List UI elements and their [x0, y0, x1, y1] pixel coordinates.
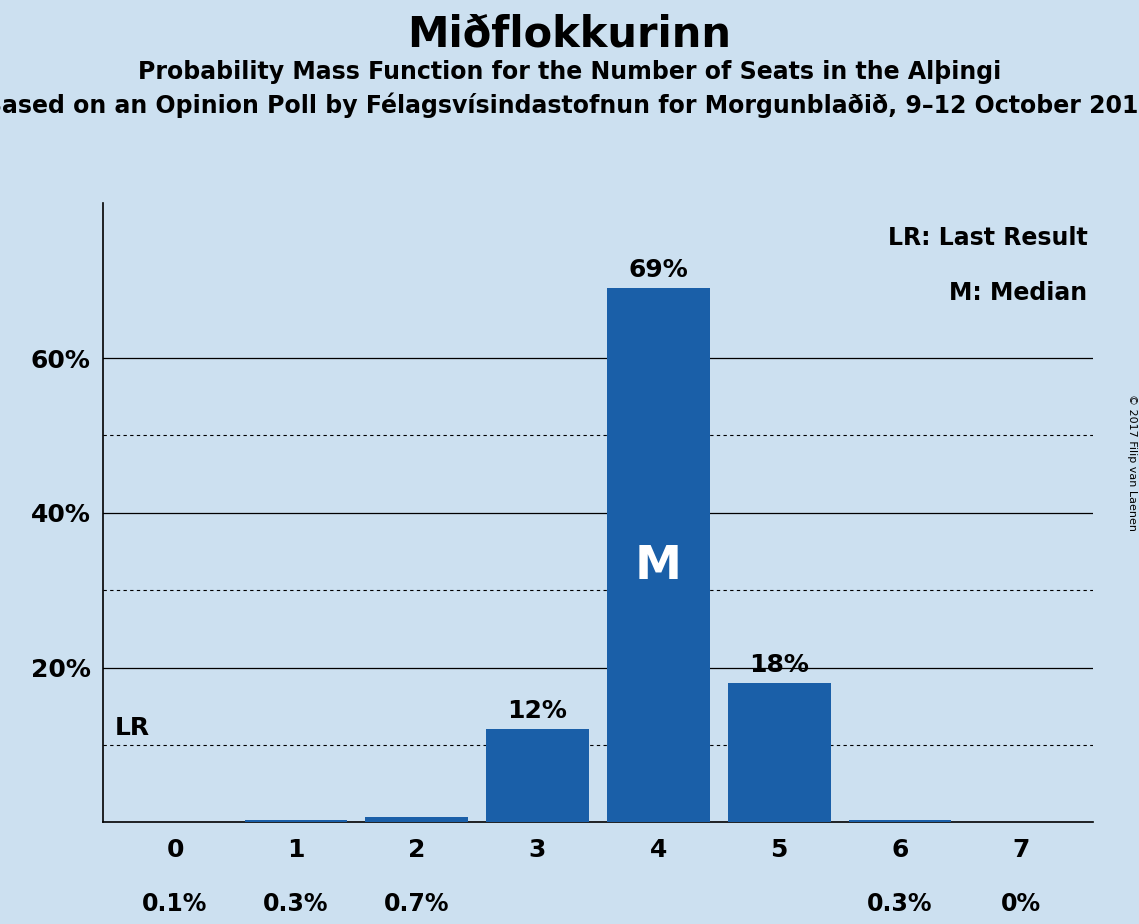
- Text: 0.3%: 0.3%: [867, 892, 933, 916]
- Text: 18%: 18%: [749, 653, 809, 677]
- Text: Probability Mass Function for the Number of Seats in the Alþingi: Probability Mass Function for the Number…: [138, 60, 1001, 84]
- Bar: [486, 730, 589, 822]
- Text: 0.1%: 0.1%: [142, 892, 207, 916]
- Text: 0.7%: 0.7%: [384, 892, 450, 916]
- Bar: [245, 820, 347, 822]
- Text: Miðflokkurinn: Miðflokkurinn: [408, 14, 731, 55]
- Bar: [366, 817, 468, 822]
- Text: LR: Last Result: LR: Last Result: [887, 226, 1088, 250]
- Text: © 2017 Filip van Laenen: © 2017 Filip van Laenen: [1126, 394, 1137, 530]
- Bar: [849, 820, 951, 822]
- Text: M: Median: M: Median: [949, 281, 1088, 305]
- Bar: [607, 288, 710, 822]
- Text: 69%: 69%: [629, 258, 688, 282]
- Text: 12%: 12%: [508, 699, 567, 723]
- Text: M: M: [634, 544, 682, 590]
- Text: 0.3%: 0.3%: [263, 892, 329, 916]
- Text: 0%: 0%: [1001, 892, 1041, 916]
- Text: Based on an Opinion Poll by Félagsvísindastofnun for Morgunblaðið, 9–12 October : Based on an Opinion Poll by Félagsvísind…: [0, 92, 1139, 118]
- Bar: [728, 683, 830, 822]
- Text: LR: LR: [115, 715, 149, 739]
